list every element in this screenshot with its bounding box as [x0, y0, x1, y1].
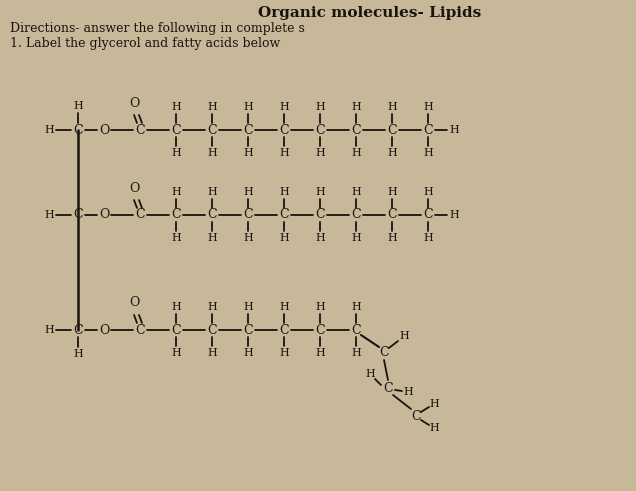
Text: C: C	[279, 124, 289, 136]
Text: H: H	[243, 187, 253, 197]
Text: H: H	[399, 331, 409, 341]
Text: H: H	[429, 423, 439, 433]
Text: C: C	[207, 124, 217, 136]
Text: H: H	[351, 302, 361, 312]
Text: H: H	[279, 148, 289, 158]
Text: O: O	[99, 324, 109, 336]
Text: C: C	[73, 324, 83, 336]
Text: H: H	[315, 148, 325, 158]
Text: H: H	[207, 187, 217, 197]
Text: C: C	[315, 124, 325, 136]
Text: C: C	[423, 209, 433, 221]
Text: H: H	[207, 233, 217, 243]
Text: H: H	[315, 233, 325, 243]
Text: H: H	[243, 148, 253, 158]
Text: H: H	[73, 349, 83, 359]
Text: C: C	[411, 409, 421, 422]
Text: H: H	[171, 302, 181, 312]
Text: H: H	[171, 348, 181, 358]
Text: O: O	[99, 209, 109, 221]
Text: H: H	[365, 369, 375, 379]
Text: H: H	[243, 102, 253, 112]
Text: O: O	[129, 297, 139, 309]
Text: H: H	[315, 348, 325, 358]
Text: C: C	[351, 324, 361, 336]
Text: H: H	[207, 348, 217, 358]
Text: C: C	[351, 124, 361, 136]
Text: H: H	[207, 302, 217, 312]
Text: C: C	[279, 324, 289, 336]
Text: C: C	[279, 209, 289, 221]
Text: H: H	[351, 187, 361, 197]
Text: H: H	[387, 187, 397, 197]
Text: H: H	[423, 102, 433, 112]
Text: H: H	[279, 187, 289, 197]
Text: C: C	[171, 324, 181, 336]
Text: O: O	[129, 182, 139, 194]
Text: C: C	[243, 124, 253, 136]
Text: Organic molecules- Lipids: Organic molecules- Lipids	[258, 6, 481, 20]
Text: H: H	[207, 148, 217, 158]
Text: C: C	[171, 209, 181, 221]
Text: C: C	[73, 209, 83, 221]
Text: O: O	[99, 124, 109, 136]
Text: H: H	[243, 348, 253, 358]
Text: H: H	[44, 325, 54, 335]
Text: H: H	[449, 210, 459, 220]
Text: H: H	[279, 302, 289, 312]
Text: H: H	[243, 302, 253, 312]
Text: C: C	[135, 124, 145, 136]
Text: H: H	[429, 399, 439, 409]
Text: C: C	[379, 346, 389, 358]
Text: H: H	[171, 102, 181, 112]
Text: C: C	[207, 209, 217, 221]
Text: Directions- answer the following in complete s: Directions- answer the following in comp…	[10, 22, 305, 34]
Text: H: H	[449, 125, 459, 135]
Text: C: C	[207, 324, 217, 336]
Text: C: C	[243, 324, 253, 336]
Text: H: H	[351, 348, 361, 358]
Text: H: H	[44, 125, 54, 135]
Text: C: C	[351, 209, 361, 221]
Text: H: H	[171, 233, 181, 243]
Text: C: C	[135, 324, 145, 336]
Text: O: O	[129, 97, 139, 109]
Text: H: H	[279, 348, 289, 358]
Text: C: C	[387, 124, 397, 136]
Text: H: H	[243, 233, 253, 243]
Text: H: H	[387, 102, 397, 112]
Text: H: H	[207, 102, 217, 112]
Text: C: C	[243, 209, 253, 221]
Text: C: C	[423, 124, 433, 136]
Text: H: H	[423, 187, 433, 197]
Text: H: H	[403, 387, 413, 397]
Text: H: H	[315, 187, 325, 197]
Text: H: H	[315, 102, 325, 112]
Text: C: C	[171, 124, 181, 136]
Text: C: C	[383, 382, 393, 394]
Text: H: H	[171, 187, 181, 197]
Text: H: H	[44, 210, 54, 220]
Text: H: H	[387, 233, 397, 243]
Text: C: C	[315, 209, 325, 221]
Text: H: H	[279, 233, 289, 243]
Text: H: H	[279, 102, 289, 112]
Text: H: H	[73, 101, 83, 111]
Text: H: H	[423, 233, 433, 243]
Text: C: C	[135, 209, 145, 221]
Text: H: H	[387, 148, 397, 158]
Text: H: H	[351, 102, 361, 112]
Text: C: C	[315, 324, 325, 336]
Text: C: C	[73, 124, 83, 136]
Text: H: H	[423, 148, 433, 158]
Text: 1. Label the glycerol and fatty acids below: 1. Label the glycerol and fatty acids be…	[10, 36, 280, 50]
Text: C: C	[387, 209, 397, 221]
Text: H: H	[315, 302, 325, 312]
Text: H: H	[171, 148, 181, 158]
Text: H: H	[351, 148, 361, 158]
Text: H: H	[351, 233, 361, 243]
